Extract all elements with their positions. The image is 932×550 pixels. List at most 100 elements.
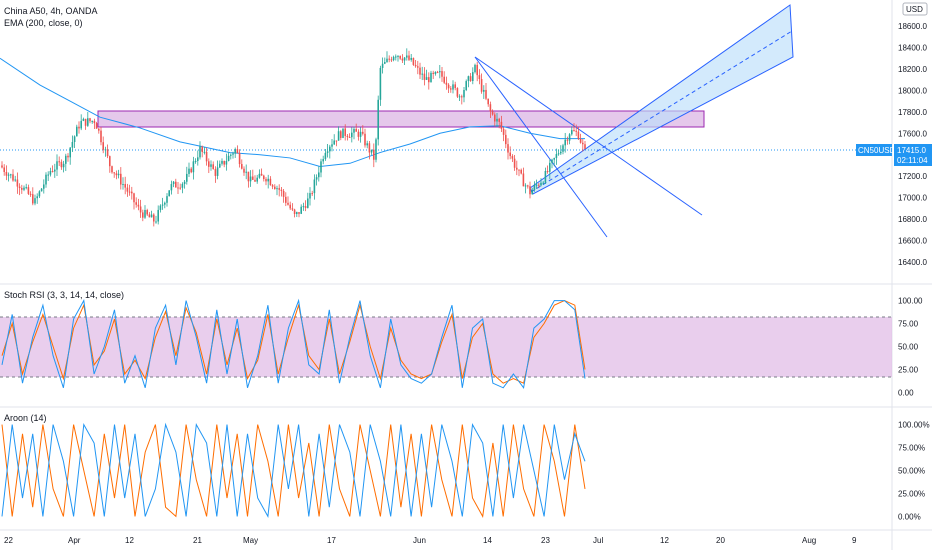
candle-body — [421, 73, 423, 75]
candle-body — [379, 67, 382, 100]
stoch-tick-label: 0.00 — [898, 388, 914, 397]
candle-body — [205, 151, 208, 162]
resistance-zone — [97, 110, 705, 128]
candle-body — [150, 214, 153, 218]
candle-body — [100, 130, 102, 143]
candle-body — [309, 193, 311, 199]
candle-body — [7, 174, 10, 176]
candle-body — [399, 55, 401, 59]
candle-body — [36, 196, 38, 199]
stoch-legend[interactable]: Stoch RSI (3, 3, 14, 14, close) — [4, 290, 124, 300]
candle-body — [91, 120, 93, 122]
symbol-title[interactable]: China A50, 4h, OANDA — [4, 6, 98, 16]
candle-body — [289, 204, 291, 209]
candle-body — [355, 128, 357, 132]
candle-body — [254, 179, 256, 182]
candle-body — [49, 170, 52, 175]
candle-body — [203, 151, 206, 153]
candle-body — [419, 67, 421, 75]
candle-body — [397, 55, 399, 57]
candle-body — [425, 77, 428, 80]
price-tick-label: 17800.0 — [898, 108, 927, 117]
price-tick-label: 16600.0 — [898, 236, 927, 245]
candle-body — [478, 75, 481, 79]
candle-body — [505, 134, 507, 145]
candle-body — [408, 55, 410, 60]
aroon-layer — [1, 422, 586, 519]
candle-body — [494, 114, 496, 122]
candle-body — [357, 131, 360, 137]
candle-body — [73, 136, 76, 142]
candle-body — [14, 179, 16, 181]
candle-body — [3, 167, 5, 172]
candle-body — [29, 193, 32, 195]
currency-badge[interactable] — [902, 2, 928, 16]
candle-body — [531, 189, 533, 195]
candle-body — [401, 58, 404, 61]
candle-body — [263, 175, 265, 180]
candle-body — [406, 55, 408, 58]
candle-body — [483, 89, 485, 92]
time-tick-label: Aug — [802, 536, 816, 545]
candle-body — [183, 181, 186, 184]
candle-body — [126, 187, 129, 192]
candle-body — [333, 140, 335, 145]
candle-body — [320, 161, 322, 173]
candle-body — [135, 202, 137, 205]
candle-body — [395, 56, 397, 58]
price-tag-symbol-bg — [856, 144, 892, 156]
candle-body — [571, 130, 573, 135]
price-tick-label: 18400.0 — [898, 44, 927, 53]
candle-body — [186, 173, 188, 182]
candle-body — [307, 198, 309, 208]
stoch-axis[interactable]: 100.00 75.00 50.00 25.00 0.00 — [898, 297, 923, 398]
candle-body — [502, 128, 505, 135]
candle-body — [56, 161, 58, 170]
candle-body — [197, 157, 199, 161]
candle-body — [386, 58, 388, 63]
candle-body — [476, 64, 478, 76]
candle-body — [109, 156, 111, 167]
candle-body — [93, 120, 96, 124]
candle-body — [315, 177, 318, 180]
aroon-legend[interactable]: Aroon (14) — [4, 413, 47, 423]
candle-body — [236, 149, 239, 153]
time-tick-label: 9 — [852, 536, 857, 545]
candle-body — [32, 194, 34, 204]
candle-body — [498, 118, 500, 122]
aroon-axis[interactable]: 100.00% 75.00% 50.00% 25.00% 0.00% — [898, 421, 930, 522]
stoch-tick-label: 75.00 — [898, 320, 919, 329]
candle-body — [509, 152, 511, 157]
candle-body — [139, 206, 142, 213]
candle-body — [575, 130, 577, 132]
candle-body — [298, 212, 300, 214]
candle-body — [271, 185, 274, 187]
candle-body — [434, 71, 437, 74]
candle-body — [582, 142, 584, 145]
candle-body — [388, 58, 390, 60]
candle-body — [260, 173, 263, 176]
price-tick-label: 17000.0 — [898, 194, 927, 203]
candle-body — [219, 163, 221, 168]
candle-body — [454, 84, 456, 89]
candle-body — [296, 212, 298, 214]
time-axis[interactable]: 22 Apr 12 21 May 17 Jun 14 23 Jul 12 20 Aug 9 — [4, 536, 857, 545]
candle-body — [51, 170, 54, 172]
candle-body — [120, 173, 122, 185]
candle-body — [542, 182, 544, 184]
candle-body — [329, 146, 331, 152]
candle-body — [208, 161, 210, 167]
candle-body — [179, 187, 181, 189]
ema-legend[interactable]: EMA (200, close, 0) — [4, 18, 83, 28]
candle-body — [359, 131, 362, 137]
price-tick-label: 16800.0 — [898, 215, 927, 224]
candle-body — [573, 130, 575, 132]
candle-body — [274, 186, 276, 190]
candle-body — [192, 161, 195, 173]
ascending-channel — [529, 4, 794, 195]
candle-body — [368, 143, 371, 153]
candle-body — [106, 149, 109, 157]
candle-body — [555, 154, 558, 159]
candle-body — [190, 168, 192, 173]
